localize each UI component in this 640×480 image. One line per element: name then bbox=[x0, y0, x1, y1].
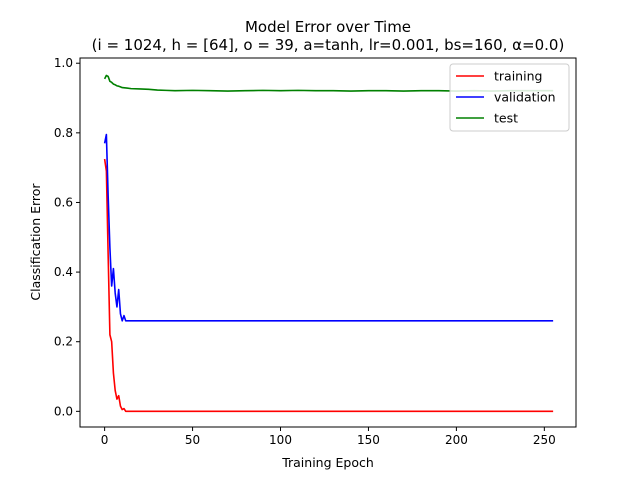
x-tick-label: 250 bbox=[533, 433, 556, 447]
legend: training validation test bbox=[449, 63, 570, 132]
chart-title: Model Error over Time bbox=[245, 18, 411, 36]
x-tick-label: 0 bbox=[101, 433, 109, 447]
legend-label-training: training bbox=[494, 69, 542, 84]
series-lines bbox=[103, 74, 554, 413]
x-tick-label: 50 bbox=[185, 433, 200, 447]
y-tick-label: 0.4 bbox=[54, 265, 73, 279]
series-line-training bbox=[103, 158, 554, 413]
y-tick-label: 0.6 bbox=[54, 195, 73, 209]
y-tick-label: 0.2 bbox=[54, 335, 73, 349]
y-axis-ticks: 0.0 0.2 0.4 0.6 0.8 1.0 bbox=[54, 56, 80, 418]
legend-label-validation: validation bbox=[494, 90, 556, 105]
x-axis-ticks: 0 50 100 150 200 250 bbox=[101, 427, 556, 447]
legend-box bbox=[449, 63, 570, 132]
x-tick-label: 100 bbox=[269, 433, 292, 447]
legend-label-test: test bbox=[494, 111, 518, 126]
series-line-validation bbox=[103, 133, 554, 322]
chart-subtitle: (i = 1024, h = [64], o = 39, a=tanh, lr=… bbox=[92, 36, 565, 54]
y-tick-label: 1.0 bbox=[54, 56, 73, 70]
x-tick-label: 200 bbox=[445, 433, 468, 447]
y-tick-label: 0.0 bbox=[54, 404, 73, 418]
legend-items: training validation test bbox=[456, 69, 556, 126]
y-axis-label: Classification Error bbox=[28, 183, 43, 301]
x-tick-label: 150 bbox=[357, 433, 380, 447]
series-line-test bbox=[103, 74, 554, 92]
y-tick-label: 0.8 bbox=[54, 126, 73, 140]
x-axis-label: Training Epoch bbox=[281, 455, 374, 470]
